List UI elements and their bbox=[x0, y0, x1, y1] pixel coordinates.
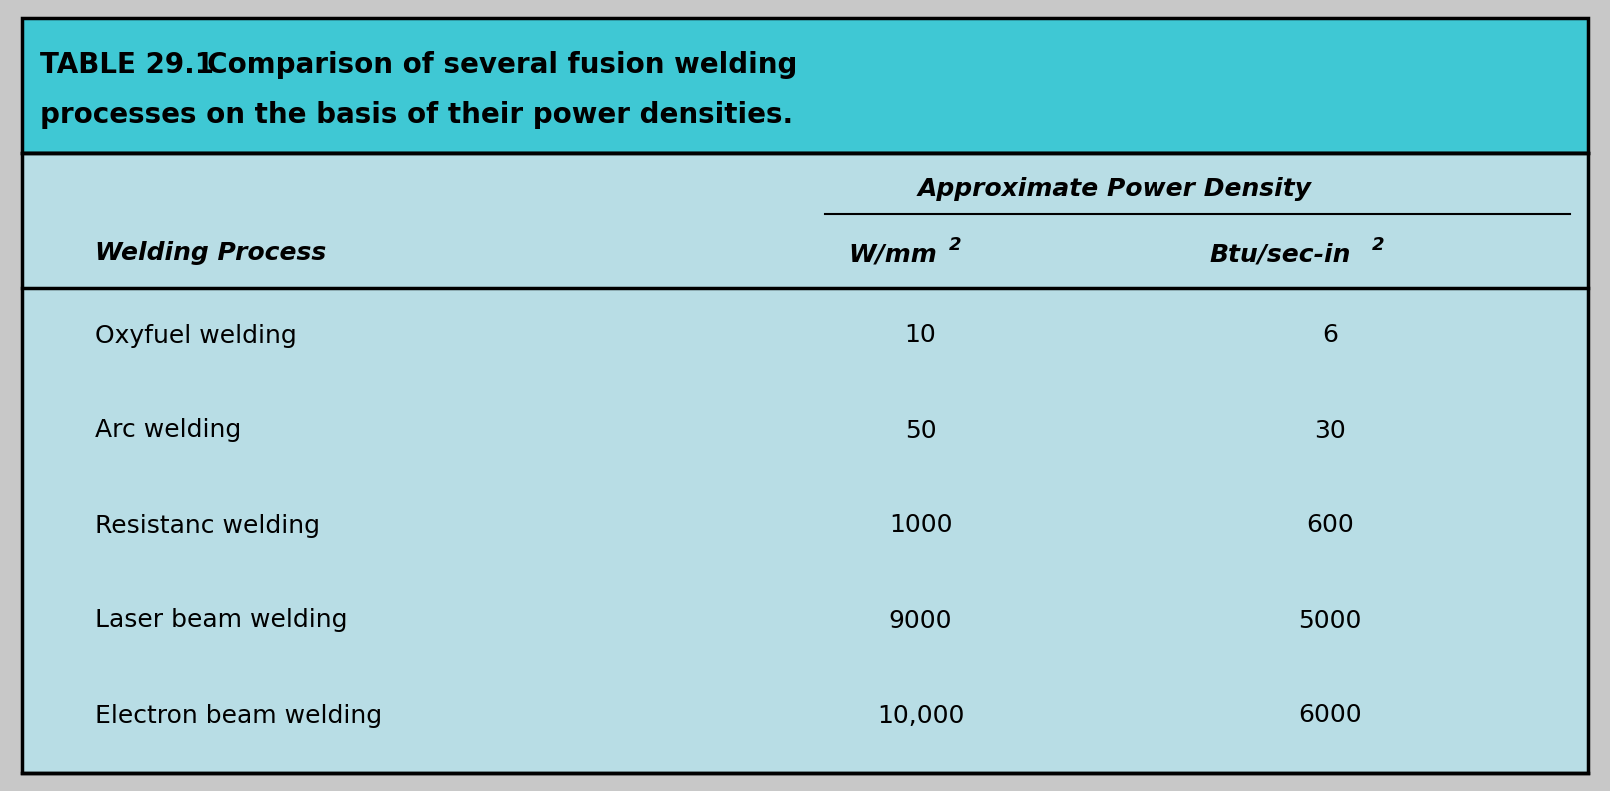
Text: 2: 2 bbox=[948, 236, 961, 254]
Text: 30: 30 bbox=[1314, 418, 1346, 442]
Text: 10,000: 10,000 bbox=[877, 703, 964, 728]
Text: Laser beam welding: Laser beam welding bbox=[95, 608, 348, 633]
Text: W/mm: W/mm bbox=[848, 242, 937, 266]
Text: Resistanc welding: Resistanc welding bbox=[95, 513, 320, 538]
Text: 50: 50 bbox=[905, 418, 937, 442]
Text: 9000: 9000 bbox=[889, 608, 953, 633]
Text: 6: 6 bbox=[1322, 324, 1338, 347]
Text: Welding Process: Welding Process bbox=[95, 241, 325, 265]
Text: Oxyfuel welding: Oxyfuel welding bbox=[95, 324, 296, 347]
Text: processes on the basis of their power densities.: processes on the basis of their power de… bbox=[40, 101, 794, 129]
Text: Arc welding: Arc welding bbox=[95, 418, 242, 442]
Bar bbox=[23, 153, 1587, 773]
Text: Approximate Power Density: Approximate Power Density bbox=[918, 176, 1312, 201]
Text: Electron beam welding: Electron beam welding bbox=[95, 703, 382, 728]
Text: Btu/sec-in: Btu/sec-in bbox=[1209, 242, 1351, 266]
Text: 1000: 1000 bbox=[889, 513, 953, 538]
Bar bbox=[23, 18, 1587, 153]
Text: 5000: 5000 bbox=[1298, 608, 1362, 633]
Text: Comparison of several fusion welding: Comparison of several fusion welding bbox=[188, 51, 797, 79]
Text: 600: 600 bbox=[1306, 513, 1354, 538]
Text: 2: 2 bbox=[1372, 236, 1385, 254]
Text: TABLE 29.1: TABLE 29.1 bbox=[40, 51, 214, 79]
Text: 6000: 6000 bbox=[1298, 703, 1362, 728]
Text: 10: 10 bbox=[905, 324, 937, 347]
